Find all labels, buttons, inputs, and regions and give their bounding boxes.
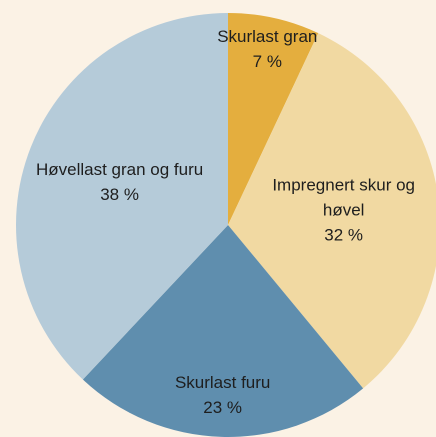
slice-label: Impregnert skur og høvel 32 %: [251, 173, 436, 248]
slice-label: Skurlast gran 7 %: [187, 24, 347, 74]
value-label: 38 %: [100, 185, 139, 205]
value-label: 32 %: [324, 225, 364, 245]
pie-slice: [82, 225, 364, 437]
value-label: 23 %: [203, 397, 243, 417]
slice-label: Skurlast furu 23 %: [138, 370, 308, 420]
slice-label: Høvellast gran og furu 38 %: [32, 157, 207, 207]
pie-slice: [228, 33, 436, 389]
category-label: Skurlast furu: [174, 372, 271, 392]
value-label: 7 %: [252, 52, 282, 72]
category-label: Impregnert skur og høvel: [272, 175, 416, 220]
category-label: Høvellast gran og furu: [35, 160, 204, 180]
pie-slice: [228, 13, 319, 225]
pie-slice: [16, 13, 228, 380]
category-label: Skurlast gran: [217, 27, 318, 47]
